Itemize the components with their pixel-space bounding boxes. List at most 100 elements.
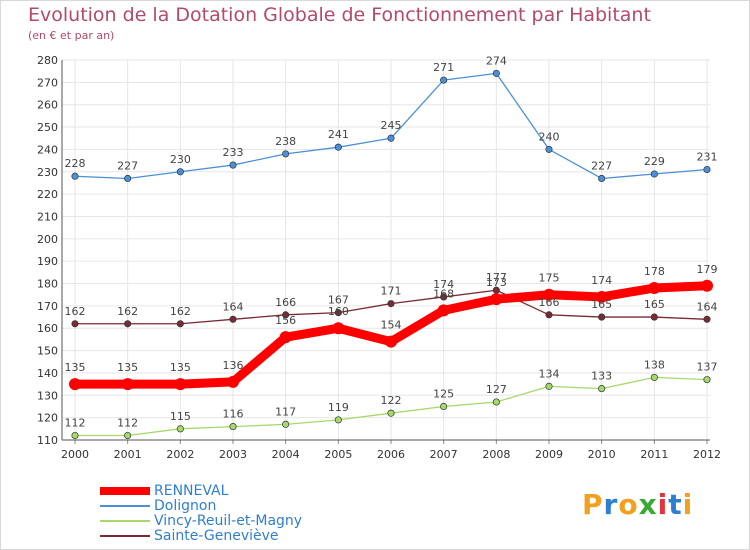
logo-letter: i bbox=[657, 488, 669, 521]
data-label: 115 bbox=[170, 410, 191, 423]
data-point bbox=[595, 290, 608, 303]
data-label: 165 bbox=[591, 298, 612, 311]
data-label: 135 bbox=[117, 361, 138, 374]
data-label: 125 bbox=[433, 387, 454, 400]
data-point bbox=[176, 168, 184, 176]
data-label: 173 bbox=[486, 276, 507, 289]
data-label: 238 bbox=[275, 135, 296, 148]
data-point bbox=[598, 385, 606, 393]
data-label: 174 bbox=[433, 278, 454, 291]
data-point bbox=[703, 165, 711, 174]
data-point bbox=[650, 170, 658, 178]
data-point bbox=[648, 282, 661, 294]
data-label: 134 bbox=[539, 367, 560, 380]
data-point bbox=[332, 322, 345, 335]
logo-letter: i bbox=[682, 488, 694, 521]
legend-label: RENNEVAL bbox=[154, 483, 229, 499]
x-tick-label: 2005 bbox=[324, 448, 352, 461]
data-label: 240 bbox=[539, 130, 560, 143]
data-point bbox=[121, 378, 134, 391]
y-tick-label: 260 bbox=[37, 99, 58, 112]
data-point bbox=[71, 320, 79, 328]
data-point bbox=[71, 431, 79, 440]
x-tick-label: 2011 bbox=[640, 448, 668, 461]
data-point bbox=[545, 382, 553, 390]
y-tick-label: 230 bbox=[37, 166, 58, 179]
data-point bbox=[545, 145, 553, 153]
data-label: 241 bbox=[328, 128, 349, 141]
legend-swatch bbox=[100, 520, 150, 522]
data-point bbox=[703, 376, 711, 384]
data-point bbox=[334, 143, 342, 151]
x-tick-label: 2010 bbox=[588, 448, 616, 461]
data-labels-layer: 228 227 230 233 238 241 245 271 274 240 227 229 231 1… bbox=[65, 54, 718, 429]
legend-item: Vincy-Reuil-et-Magny bbox=[100, 514, 302, 529]
data-label: 162 bbox=[170, 305, 191, 318]
data-point bbox=[387, 409, 395, 417]
data-point bbox=[440, 76, 448, 84]
data-point bbox=[282, 420, 290, 428]
y-tick-label: 250 bbox=[37, 121, 58, 134]
x-tick-label: 2001 bbox=[114, 448, 142, 461]
data-label: 168 bbox=[433, 287, 454, 300]
data-point bbox=[334, 309, 342, 317]
data-label: 164 bbox=[697, 300, 718, 313]
x-tick-label: 2008 bbox=[482, 448, 510, 461]
data-label: 133 bbox=[591, 370, 612, 383]
legend-swatch bbox=[100, 487, 150, 495]
x-tick-label: 2004 bbox=[272, 448, 300, 461]
data-label: 165 bbox=[644, 298, 665, 311]
y-tick-label: 170 bbox=[37, 300, 58, 313]
data-label: 127 bbox=[486, 383, 507, 396]
data-label: 230 bbox=[170, 153, 191, 166]
y-tick-label: 270 bbox=[37, 76, 58, 89]
data-point bbox=[174, 378, 187, 391]
logo-letter: o bbox=[618, 488, 639, 521]
data-point bbox=[437, 304, 450, 317]
axes-layer: 1101201301401501601701801902002102202302… bbox=[37, 54, 721, 461]
x-tick-label: 2009 bbox=[535, 448, 563, 461]
data-point bbox=[598, 174, 606, 183]
data-label: 162 bbox=[117, 305, 138, 318]
y-tick-label: 240 bbox=[37, 143, 58, 156]
legend-item: Sainte-Geneviève bbox=[100, 529, 302, 544]
data-point bbox=[69, 378, 81, 391]
y-tick-label: 120 bbox=[37, 412, 58, 425]
data-point bbox=[703, 315, 711, 323]
y-tick-label: 280 bbox=[37, 54, 58, 67]
x-tick-label: 2003 bbox=[219, 448, 247, 461]
data-label: 138 bbox=[644, 358, 665, 371]
data-label: 178 bbox=[644, 265, 665, 278]
x-tick-label: 2002 bbox=[166, 448, 194, 461]
data-label: 166 bbox=[539, 296, 560, 309]
data-point bbox=[176, 425, 184, 433]
data-label: 122 bbox=[381, 394, 402, 407]
data-label: 171 bbox=[381, 285, 402, 298]
legend-label: Dolignon bbox=[154, 498, 217, 514]
data-point bbox=[492, 69, 500, 77]
x-tick-label: 2006 bbox=[377, 448, 405, 461]
chart-subtitle: (en € et par an) bbox=[28, 29, 115, 42]
data-point bbox=[387, 134, 395, 142]
y-tick-label: 220 bbox=[37, 188, 58, 201]
data-label: 228 bbox=[65, 157, 86, 170]
series-layer bbox=[69, 69, 713, 440]
data-label: 137 bbox=[697, 361, 718, 374]
legend-label: Vincy-Reuil-et-Magny bbox=[154, 513, 303, 529]
legend-item: RENNEVAL bbox=[100, 484, 302, 499]
data-label: 164 bbox=[223, 300, 244, 313]
y-tick-label: 180 bbox=[37, 278, 58, 291]
legend-item: Dolignon bbox=[100, 499, 302, 514]
y-tick-label: 140 bbox=[37, 367, 58, 380]
data-point bbox=[229, 315, 237, 323]
data-label: 245 bbox=[381, 119, 402, 132]
data-point bbox=[598, 313, 606, 321]
data-label: 271 bbox=[433, 61, 454, 74]
data-point bbox=[334, 416, 342, 424]
legend-label: Sainte-Geneviève bbox=[154, 528, 279, 544]
y-tick-label: 150 bbox=[37, 345, 58, 358]
data-label: 156 bbox=[275, 314, 296, 327]
proxiti-logo: Proxiti bbox=[582, 488, 693, 521]
data-point bbox=[229, 423, 237, 431]
